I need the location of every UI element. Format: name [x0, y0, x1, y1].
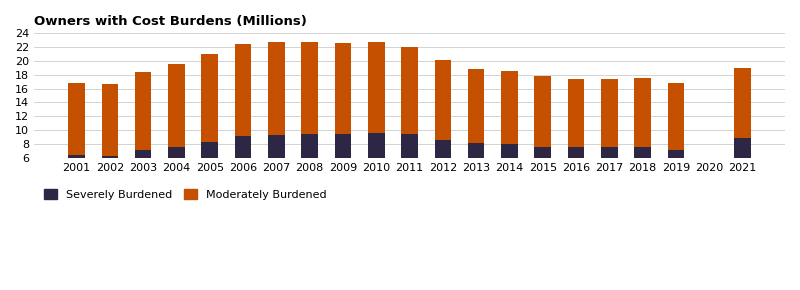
Bar [102, 156, 118, 158]
Bar [302, 134, 318, 158]
Bar [168, 64, 185, 147]
Bar [268, 135, 285, 158]
Bar [501, 71, 518, 144]
Bar [434, 140, 451, 158]
Bar [434, 60, 451, 140]
Bar [234, 44, 251, 136]
Bar [734, 68, 751, 138]
Bar [568, 147, 584, 158]
Bar [501, 144, 518, 158]
Bar [601, 79, 618, 147]
Legend: Severely Burdened, Moderately Burdened: Severely Burdened, Moderately Burdened [40, 185, 331, 204]
Bar [368, 42, 385, 133]
Bar [368, 133, 385, 158]
Bar [268, 42, 285, 135]
Bar [202, 54, 218, 142]
Bar [534, 76, 551, 147]
Bar [668, 83, 684, 150]
Bar [102, 84, 118, 156]
Bar [202, 142, 218, 158]
Bar [668, 150, 684, 158]
Bar [534, 147, 551, 158]
Bar [68, 155, 85, 158]
Bar [468, 143, 485, 158]
Bar [402, 134, 418, 158]
Bar [634, 78, 651, 147]
Text: Owners with Cost Burdens (Millions): Owners with Cost Burdens (Millions) [34, 15, 307, 28]
Bar [468, 69, 485, 143]
Bar [135, 150, 151, 158]
Bar [334, 43, 351, 134]
Bar [634, 147, 651, 158]
Bar [402, 47, 418, 134]
Bar [334, 134, 351, 158]
Bar [234, 136, 251, 158]
Bar [601, 147, 618, 158]
Bar [302, 42, 318, 134]
Bar [734, 138, 751, 158]
Bar [135, 72, 151, 150]
Bar [568, 79, 584, 147]
Bar [168, 147, 185, 158]
Bar [68, 83, 85, 155]
